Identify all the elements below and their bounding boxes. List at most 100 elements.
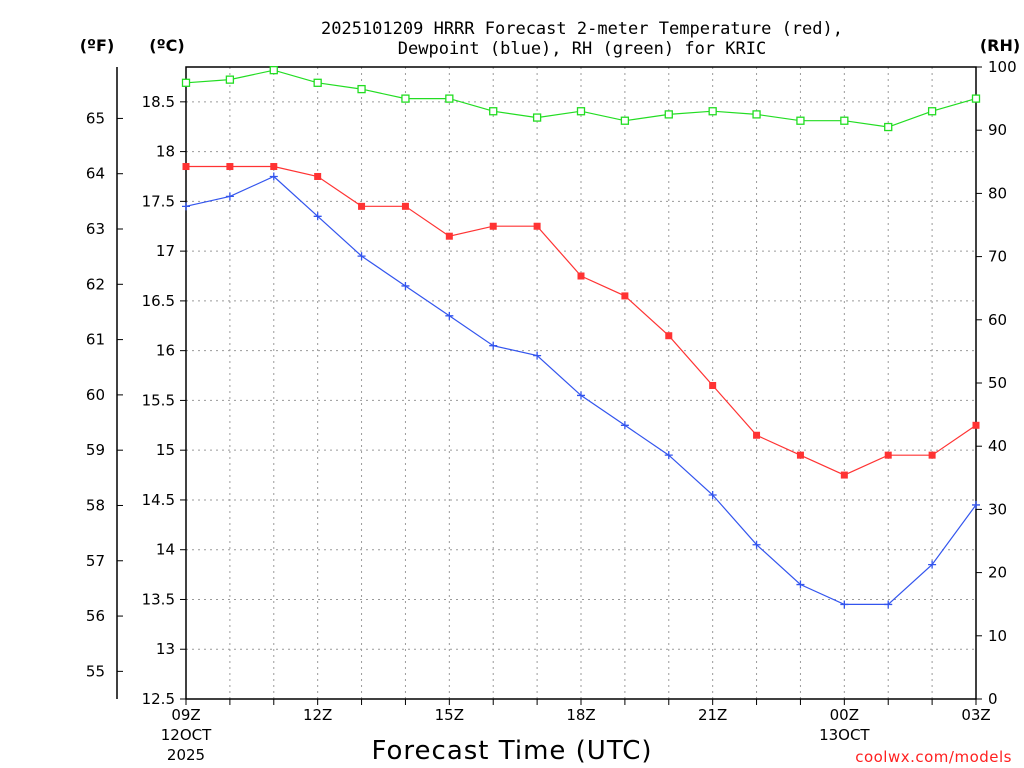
- dewpoint-point: [708, 490, 717, 499]
- x-axis-title: Forecast Time (UTC): [371, 736, 652, 766]
- rh-tick-label: 70: [988, 248, 1007, 266]
- celsius-tick-label: 18.5: [142, 93, 175, 111]
- temperature-point: [840, 471, 848, 479]
- fahrenheit-tick-label: 65: [86, 109, 105, 127]
- rh-tick-label: 40: [988, 437, 1007, 455]
- celsius-unit-label: (ºC): [149, 36, 184, 55]
- dewpoint-point: [840, 600, 849, 609]
- fahrenheit-tick-label: 64: [86, 165, 105, 183]
- dewpoint-point: [182, 202, 190, 211]
- dewpoint-point: [796, 580, 805, 589]
- dewpoint-point: [884, 600, 893, 609]
- rh-point: [401, 94, 410, 103]
- rh-point: [796, 116, 805, 125]
- dewpoint-point: [489, 341, 498, 350]
- temperature-point: [753, 431, 761, 439]
- temperature-point: [709, 381, 717, 389]
- time-tick-year: 2025: [167, 746, 205, 764]
- time-tick-label: 09Z: [171, 706, 200, 724]
- fahrenheit-tick-label: 63: [86, 220, 105, 238]
- celsius-tick-label: 18: [156, 143, 175, 161]
- fahrenheit-tick-label: 60: [86, 386, 105, 404]
- celsius-tick-label: 12.5: [142, 690, 175, 708]
- rh-point: [576, 107, 586, 116]
- temperature-point: [884, 451, 892, 459]
- dewpoint-point: [752, 540, 761, 549]
- celsius-axis: 12.5 13 13.5 14 14.5 15 15.5 16 16.5 17 17.5 18 18.5: [142, 93, 186, 708]
- dewpoint-point: [401, 281, 410, 290]
- temperature-point: [577, 272, 585, 280]
- celsius-tick-label: 14.5: [142, 491, 175, 509]
- rh-point: [752, 110, 761, 119]
- celsius-tick-label: 16: [156, 342, 175, 360]
- rh-unit-label: (RH): [980, 36, 1020, 55]
- temperature-point: [226, 163, 234, 171]
- celsius-tick-label: 14: [156, 541, 175, 559]
- rh-point: [664, 110, 673, 119]
- temperature-point: [358, 202, 366, 210]
- temperature-point: [665, 332, 673, 340]
- time-tick-label: 21Z: [698, 706, 727, 724]
- dewpoint-point: [577, 391, 585, 400]
- fahrenheit-axis: 55 56 57 58 59 60 61 62 63 64 65: [86, 109, 123, 680]
- dewpoint-point: [620, 421, 629, 430]
- time-tick-label: 12Z: [303, 706, 332, 724]
- time-tick-date: 13OCT: [819, 726, 870, 744]
- dewpoint-line: [185, 175, 977, 606]
- celsius-tick-label: 13.5: [142, 590, 175, 608]
- rh-tick-label: 60: [988, 311, 1007, 329]
- chart-title-line2: Dewpoint (blue), RH (green) for KRIC: [398, 39, 766, 59]
- celsius-tick-label: 15: [156, 441, 175, 459]
- rh-point: [445, 94, 454, 103]
- rh-point: [708, 107, 717, 116]
- fahrenheit-tick-label: 61: [86, 331, 105, 349]
- temperature-point: [533, 222, 541, 230]
- time-tick-label: 15Z: [435, 706, 464, 724]
- rh-point: [225, 75, 235, 84]
- temperature-point: [928, 451, 936, 459]
- celsius-tick-label: 17: [156, 242, 175, 260]
- fahrenheit-tick-label: 62: [86, 275, 105, 293]
- time-tick-label: 03Z: [961, 706, 990, 724]
- temperature-point: [314, 172, 322, 180]
- celsius-tick-label: 17.5: [142, 192, 175, 210]
- time-axis: 09Z 12OCT 2025 12Z 15Z 18Z 21Z 00Z 13OCT 03Z: [161, 699, 991, 764]
- fahrenheit-unit-label: (ºF): [80, 36, 115, 55]
- dewpoint-series: [182, 172, 980, 609]
- rh-point: [884, 122, 893, 132]
- dewpoint-point: [928, 560, 937, 569]
- fahrenheit-tick-label: 58: [86, 496, 105, 514]
- rh-point: [269, 66, 278, 75]
- dewpoint-point: [357, 252, 366, 261]
- dewpoint-point: [225, 192, 234, 201]
- rh-axis: 0 10 20 30 40 50 60 70 80 90 100: [976, 58, 1017, 708]
- dewpoint-point: [269, 172, 278, 181]
- rh-tick-label: 80: [988, 184, 1007, 202]
- fahrenheit-tick-label: 59: [86, 441, 105, 459]
- rh-point: [181, 78, 191, 87]
- rh-point: [971, 94, 981, 103]
- time-tick-label: 00Z: [830, 706, 859, 724]
- temperature-point: [972, 421, 980, 429]
- dewpoint-point: [445, 311, 454, 320]
- rh-tick-label: 20: [988, 564, 1007, 582]
- celsius-tick-label: 13: [156, 640, 175, 658]
- dewpoint-point: [533, 351, 542, 360]
- rh-tick-label: 0: [988, 690, 998, 708]
- fahrenheit-tick-label: 56: [86, 607, 105, 625]
- celsius-tick-label: 16.5: [142, 292, 175, 310]
- rh-point: [840, 116, 849, 125]
- rh-tick-label: 30: [988, 500, 1007, 518]
- temperature-point: [796, 451, 804, 459]
- time-tick-label: 18Z: [566, 706, 595, 724]
- dewpoint-point: [664, 451, 673, 460]
- temperature-point: [621, 292, 629, 300]
- rh-tick-label: 90: [988, 121, 1007, 139]
- celsius-tick-label: 15.5: [142, 391, 175, 409]
- dewpoint-point: [313, 212, 322, 221]
- rh-point: [532, 113, 542, 122]
- rh-tick-label: 100: [988, 58, 1017, 76]
- fahrenheit-tick-label: 55: [86, 662, 105, 680]
- fahrenheit-tick-label: 57: [86, 552, 105, 570]
